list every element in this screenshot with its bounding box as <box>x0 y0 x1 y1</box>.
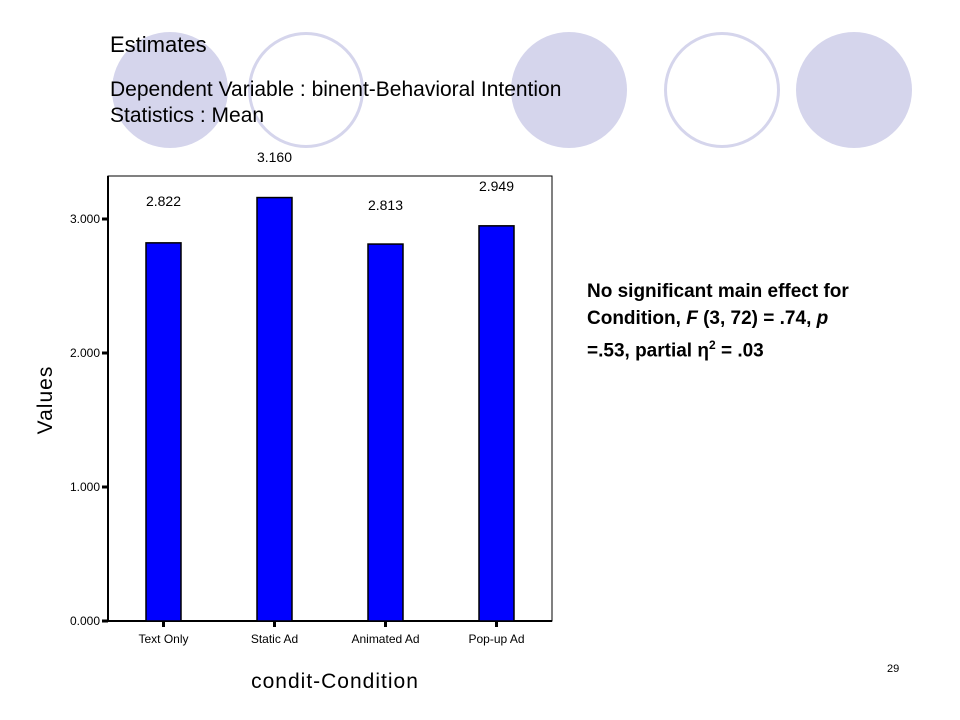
statistical-annotation: No significant main effect for Condition… <box>587 278 947 364</box>
decor-circle-1 <box>112 32 228 148</box>
bar-animated-ad <box>367 243 404 622</box>
annotation-text: =.53, partial η <box>587 340 709 362</box>
bar-text-only <box>145 242 182 622</box>
annotation-text: Condition, <box>587 308 687 329</box>
data-label: 2.813 <box>368 197 403 213</box>
y-axis-title: Values <box>34 366 57 435</box>
y-tick-label: 1.000 <box>70 480 100 494</box>
decor-circle-3 <box>511 32 627 148</box>
annotation-superscript: 2 <box>708 338 716 352</box>
decor-circle-5 <box>796 32 912 148</box>
x-tick-label: Animated Ad <box>351 632 419 646</box>
decor-circle-2 <box>248 32 364 148</box>
x-tick-label: Pop-up Ad <box>468 632 524 646</box>
annotation-text: (3, 72) = .74, <box>697 308 817 329</box>
data-label: 2.822 <box>146 193 181 209</box>
data-label: 3.160 <box>257 149 292 165</box>
chart-title: Estimates <box>110 32 207 57</box>
bar-static-ad <box>256 196 293 622</box>
annotation-f-symbol: F <box>686 308 698 329</box>
x-tick-label: Text Only <box>138 632 188 646</box>
annotation-p-symbol: p <box>816 308 829 329</box>
x-axis-title: condit-Condition <box>251 670 419 693</box>
bar-pop-up-ad <box>478 225 515 622</box>
y-tick-label: 3.000 <box>70 212 100 226</box>
annotation-line-1: No significant main effect for <box>587 281 849 302</box>
decor-circle-4 <box>664 32 780 148</box>
slide-number: 29 <box>887 663 900 675</box>
y-tick-label: 0.000 <box>70 614 100 628</box>
annotation-line-3: =.53, partial η2 = .03 <box>587 332 947 364</box>
annotation-text: = .03 <box>715 340 764 362</box>
chart-subtitle-dependent-variable: Dependent Variable : binent-Behavioral I… <box>110 78 562 101</box>
data-label: 2.949 <box>479 178 514 194</box>
y-tick-label: 2.000 <box>70 346 100 360</box>
annotation-line-2: Condition, F (3, 72) = .74, p <box>587 305 947 332</box>
chart-subtitle-statistics: Statistics : Mean <box>110 104 265 127</box>
x-tick-label: Static Ad <box>251 632 298 646</box>
